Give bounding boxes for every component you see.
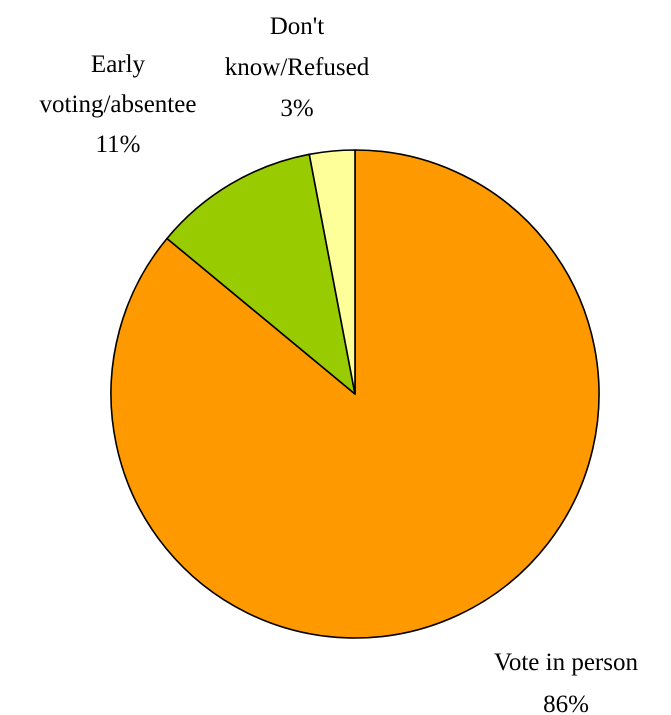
pie-slice-1 (166, 153, 356, 395)
slice-label-2-line-2: 3% (280, 95, 313, 122)
slice-label-2: Don't know/Refused 3% (225, 13, 370, 122)
slice-label-2-line-0: Don't (270, 13, 325, 40)
slice-label-1-line-1: voting/absentee (40, 91, 197, 118)
slice-label-0-line-0: Vote in person (494, 649, 638, 676)
slice-label-0: Vote in person 86% (494, 649, 638, 715)
slice-label-1-line-2: 11% (96, 131, 141, 158)
slice-label-0-line-1: 86% (543, 691, 589, 715)
slice-label-1: Early voting/absentee 11% (40, 51, 197, 158)
slice-label-1-line-0: Early (91, 51, 146, 78)
pie-slice-2 (308, 149, 356, 395)
pie-labels: Vote in person 86% Early voting/absentee 11%… (40, 13, 639, 715)
slice-label-2-line-1: know/Refused (225, 54, 370, 81)
pie-slices (110, 149, 600, 639)
